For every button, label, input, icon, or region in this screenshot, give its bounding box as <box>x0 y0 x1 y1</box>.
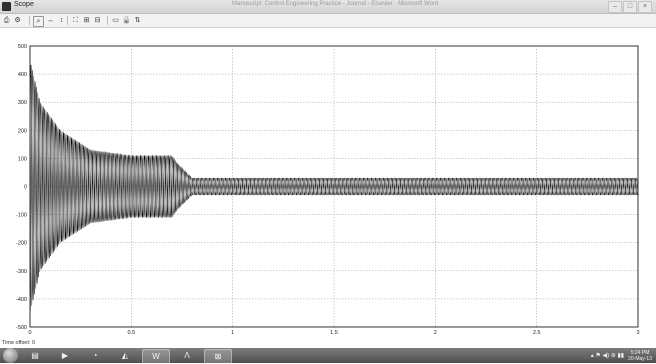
scope-plot: 0 0.5 1 1.5 2 2.5 3 500 400 300 200 100 0 -100 -200 -30… <box>0 28 656 340</box>
folder-icon[interactable]: ▤ <box>31 351 39 360</box>
zoom-y-icon[interactable]: ↕ <box>59 17 64 24</box>
params-icon[interactable]: ⚙ <box>14 17 21 24</box>
zoom-x-icon[interactable]: ↔ <box>47 17 54 24</box>
toolbar-separator <box>29 16 30 25</box>
y-tick-label: 400 <box>18 72 27 78</box>
close-button[interactable]: × <box>638 1 652 13</box>
floating-scope-icon[interactable]: ▭ <box>112 17 119 24</box>
x-tick-label: 3 <box>636 330 639 336</box>
matlab-app-icon <box>2 2 11 11</box>
system-tray: ▴ ⚑ ◀) ⊕ ▮▮ 5:24 PM 20-May-13 <box>591 348 652 363</box>
tray-icons[interactable]: ▴ ⚑ ◀) ⊕ ▮▮ <box>590 353 625 359</box>
x-tick-label: 1 <box>231 330 234 336</box>
window-title: Scope <box>14 1 34 8</box>
y-tick-label: -500 <box>16 325 27 331</box>
chrome-icon[interactable]: ◔ <box>92 351 98 360</box>
signal-phase-c <box>29 75 639 306</box>
y-tick-label: -100 <box>16 213 27 219</box>
y-tick-label: 100 <box>18 156 27 162</box>
toolbar-separator <box>67 16 68 25</box>
tick-labels: 0 0.5 1 1.5 2 2.5 3 500 400 300 200 100 0 -100 -200 -30… <box>16 44 640 336</box>
matlab-icon[interactable]: ◭ <box>121 351 129 360</box>
y-tick-label: 0 <box>24 185 27 191</box>
y-tick-label: -400 <box>16 297 27 303</box>
window-controls: – □ × <box>608 1 652 13</box>
y-tick-label: -200 <box>16 241 27 247</box>
scope-toolbar: ⎙ ⚙ ⌕ ↔ ↕ ⛶ ⊞ ⊟ ▭ 🔒 ⇅ <box>0 14 656 28</box>
signal-phase-a <box>29 64 639 301</box>
y-tick-label: 200 <box>18 128 27 134</box>
time-offset-label: Time offset: 0 <box>2 340 36 346</box>
x-tick-label: 1.5 <box>330 330 338 336</box>
save-axes-icon[interactable]: ⊞ <box>83 17 90 24</box>
clock[interactable]: 5:24 PM 20-May-13 <box>628 350 652 362</box>
signal-phase-b <box>29 69 639 312</box>
grid-lines <box>30 46 638 327</box>
scope-chart: 0 0.5 1 1.5 2 2.5 3 500 400 300 200 100 0 -100 -200 -30… <box>16 44 640 336</box>
background-window-title: Manuscript: Control Engineering Practice… <box>232 1 439 7</box>
y-tick-label: -300 <box>16 269 27 275</box>
x-tick-label: 0.5 <box>128 330 136 336</box>
taskbar: ▤ ▶ ◔ ◭ W Ʌ ⊠ ▴ ⚑ ◀) ⊕ ▮▮ 5:24 PM 20-May… <box>0 348 656 364</box>
lock-icon[interactable]: 🔒 <box>122 17 131 24</box>
toolbar-separator <box>107 16 108 25</box>
x-tick-label: 2 <box>434 330 437 336</box>
select-signals-icon[interactable]: ⇅ <box>134 17 141 24</box>
restore-axes-icon[interactable]: ⊟ <box>94 17 101 24</box>
clock-time: 5:24 PM <box>630 349 650 356</box>
autoscale-icon[interactable]: ⛶ <box>73 17 78 24</box>
x-tick-label: 2.5 <box>533 330 541 336</box>
clock-date: 20-May-13 <box>628 355 652 362</box>
minimize-button[interactable]: – <box>608 1 622 13</box>
print-icon[interactable]: ⎙ <box>3 17 10 24</box>
status-bar: Time offset: 0 <box>0 340 656 348</box>
title-bar: Scope Manuscript: Control Engineering Pr… <box>0 0 656 14</box>
simulink-icon[interactable]: ⊠ <box>204 349 232 364</box>
zoom-icon[interactable]: ⌕ <box>33 16 44 27</box>
y-tick-label: 500 <box>18 44 27 50</box>
acrobat-icon[interactable]: Ʌ <box>184 351 190 360</box>
start-button[interactable] <box>3 348 18 363</box>
media-player-icon[interactable]: ▶ <box>61 351 69 360</box>
maximize-button[interactable]: □ <box>623 1 637 13</box>
x-tick-label: 0 <box>28 330 31 336</box>
y-tick-label: 300 <box>18 100 27 106</box>
word-icon[interactable]: W <box>142 349 170 364</box>
